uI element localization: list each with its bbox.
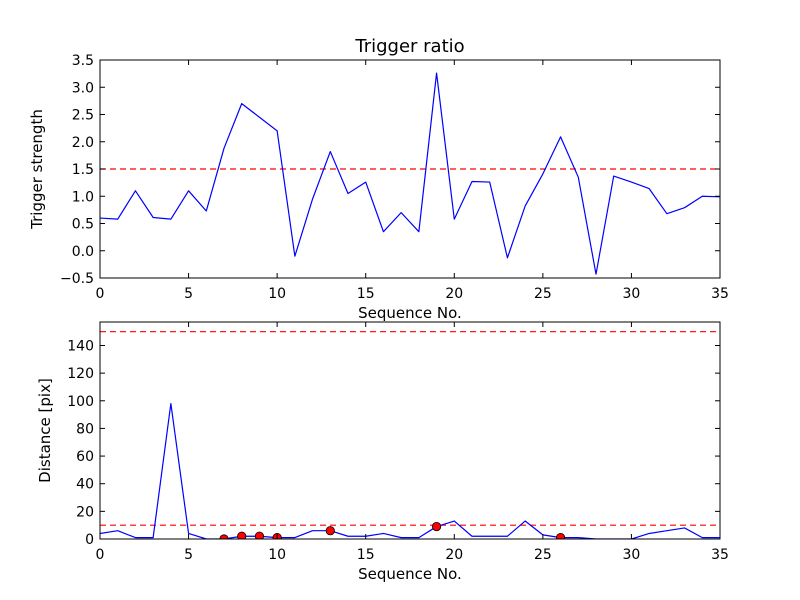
x-axis-label: Sequence No. <box>358 565 462 583</box>
y-axis-label: Distance [pix] <box>36 378 54 483</box>
x-tick-label: 35 <box>711 286 729 302</box>
marker-point-2 <box>237 531 247 539</box>
x-tick-label: 0 <box>96 286 105 302</box>
y-tick-label: 100 <box>67 394 94 410</box>
y-tick-label: 120 <box>67 366 94 382</box>
marker-point-7 <box>555 533 566 539</box>
x-tick-label: 35 <box>711 547 729 563</box>
marker-point-6 <box>431 521 442 532</box>
y-tick-label: 3.5 <box>72 53 94 69</box>
y-tick-label: 80 <box>76 421 94 437</box>
x-tick-label: 5 <box>184 286 193 302</box>
x-tick-label: 30 <box>623 286 641 302</box>
y-tick-label: 2.0 <box>72 135 94 151</box>
x-tick-label: 25 <box>534 286 552 302</box>
chart-panel-2: 0 5 10 15 20 25 30 35 0 20 40 60 80 100 120 140 Sequence… <box>36 321 729 583</box>
y-tick-label: 40 <box>76 477 94 493</box>
x-tick-label: 0 <box>96 547 105 563</box>
x-tick-label: 20 <box>445 286 463 302</box>
x-tick-label: 30 <box>623 547 641 563</box>
y-tick-label: 140 <box>67 338 94 354</box>
y-tick-label: 20 <box>76 504 94 520</box>
series-line-1 <box>100 402 720 539</box>
y-tick-label: 2.5 <box>72 108 94 124</box>
plot-area <box>100 322 720 539</box>
y-tick-label: 1.5 <box>72 162 94 178</box>
y-axis-label: Trigger strength <box>28 109 46 230</box>
x-tick-label: 5 <box>184 547 193 563</box>
plot-content <box>100 331 720 539</box>
chart-panel-1: 0 5 10 15 20 25 30 35 −0.5 0.0 0.5 1.0 1.5 2.0 2.5 3.0 3… <box>28 36 729 322</box>
y-tick-label: 1.0 <box>72 189 94 205</box>
marker-point-3 <box>254 531 265 539</box>
marker-point-5 <box>325 526 335 536</box>
x-tick-label: 10 <box>268 547 286 563</box>
y-tick-label: 0.0 <box>72 244 94 260</box>
x-tick-label: 15 <box>357 547 375 563</box>
x-tick-label: 20 <box>445 547 463 563</box>
y-tick-label: 0.5 <box>72 217 94 233</box>
series-line-1 <box>100 72 720 275</box>
y-tick-label: 0 <box>85 532 94 548</box>
x-axis-label: Sequence No. <box>358 304 462 322</box>
plot-content <box>100 72 720 275</box>
x-tick-label: 25 <box>534 547 552 563</box>
y-tick-label: 3.0 <box>72 80 94 96</box>
x-tick-label: 15 <box>357 286 375 302</box>
y-tick-label: 60 <box>76 449 94 465</box>
x-tick-label: 10 <box>268 286 286 302</box>
chart-title: Trigger ratio <box>354 36 464 57</box>
axes-frame <box>99 321 721 540</box>
y-tick-label: −0.5 <box>60 271 94 287</box>
